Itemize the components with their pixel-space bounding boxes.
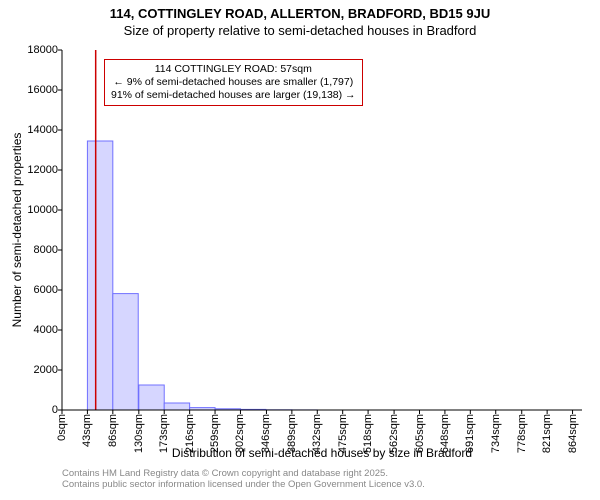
y-tick-label: 18000 [27,44,58,56]
histogram-bar [87,141,112,410]
y-tick-label: 10000 [27,204,58,216]
annotation-line-3: 91% of semi-detached houses are larger (… [111,89,356,102]
y-tick-label: 2000 [34,364,58,376]
x-axis-label: Distribution of semi-detached houses by … [62,446,582,460]
y-tick-label: 16000 [27,84,58,96]
title-line-2: Size of property relative to semi-detach… [0,23,600,38]
x-tick-label: 86sqm [107,414,119,447]
titles: 114, COTTINGLEY ROAD, ALLERTON, BRADFORD… [0,6,600,38]
footnote-line-2: Contains public sector information licen… [62,479,582,490]
histogram-bar [139,385,164,410]
y-axis-label: Number of semi-detached properties [10,50,30,410]
y-tick-label: 14000 [27,124,58,136]
footnote: Contains HM Land Registry data © Crown c… [62,468,582,491]
title-line-1: 114, COTTINGLEY ROAD, ALLERTON, BRADFORD… [0,6,600,21]
histogram-bar [164,403,189,410]
histogram-bar [113,294,138,410]
y-tick-label: 4000 [34,324,58,336]
y-tick-label: 8000 [34,244,58,256]
chart-root: 114, COTTINGLEY ROAD, ALLERTON, BRADFORD… [0,0,600,500]
annotation-line-1: 114 COTTINGLEY ROAD: 57sqm [111,63,356,76]
annotation-line-2: ← 9% of semi-detached houses are smaller… [111,76,356,89]
x-tick-label: 0sqm [56,414,68,441]
y-tick-label: 12000 [27,164,58,176]
y-tick-label: 6000 [34,284,58,296]
footnote-line-1: Contains HM Land Registry data © Crown c… [62,468,582,479]
plot-area: 0200040006000800010000120001400016000180… [62,50,582,410]
annotation-box: 114 COTTINGLEY ROAD: 57sqm← 9% of semi-d… [104,59,363,106]
x-tick-label: 43sqm [81,414,93,447]
